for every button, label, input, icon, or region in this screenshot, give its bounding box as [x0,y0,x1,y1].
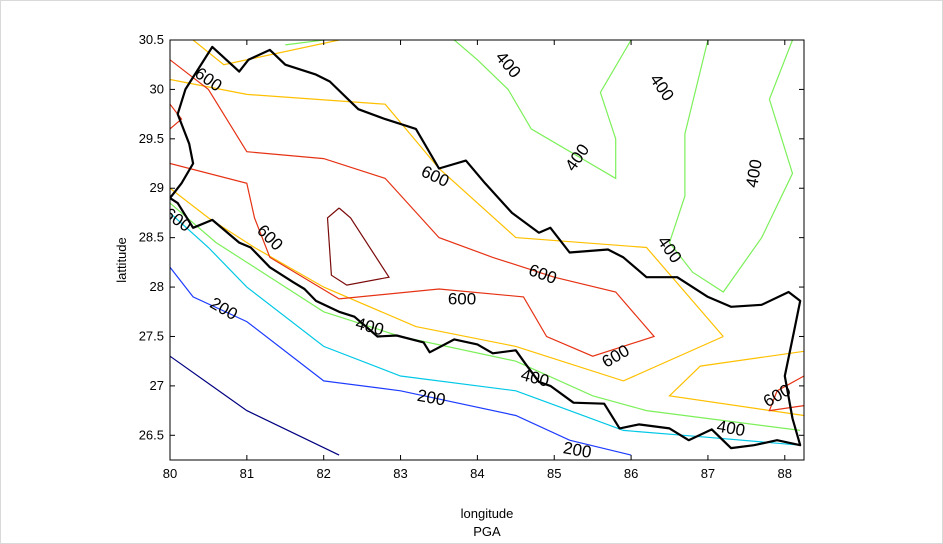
x-tick-label: 83 [393,466,407,481]
contour-label: 400 [561,141,593,175]
contour-line-600 [170,59,656,357]
y-tick-label: 29 [150,180,164,195]
contour-label: 600 [191,64,225,96]
y-tick-label: 26.5 [139,427,164,442]
contour-line-500 [170,78,724,337]
contour-label: 600 [760,380,794,411]
y-tick-label: 27 [150,378,164,393]
x-tick-label: 88 [778,466,792,481]
contour-label: 400 [742,158,766,189]
x-tick-label: 85 [547,466,561,481]
contour-line-400 [453,40,632,180]
country-border [170,45,802,450]
x-tick-label: 82 [316,466,330,481]
contour-label: 200 [562,438,593,462]
x-tick-label: 81 [240,466,254,481]
axis-ticks: 80 81 82 83 84 85 86 87 88 26.5 27 27.5 28 28.5 29 29.5… [139,32,804,481]
y-tick-label: 30 [150,81,164,96]
x-tick-label: 86 [624,466,638,481]
x-tick-label: 87 [701,466,715,481]
contour-line-100 [170,355,340,456]
contour-line-400 [170,202,801,431]
x-axis-label: longitude [461,506,514,521]
y-tick-label: 29.5 [139,131,164,146]
contour-label: 200 [207,293,241,324]
contour-line-500 [668,350,804,417]
contour-line-500 [170,187,724,382]
plot-area-border [169,39,805,461]
contour-line-200 [170,266,632,456]
x-tick-label: 84 [470,466,484,481]
contour-line-600 [170,103,183,130]
contour-label: 400 [519,365,551,391]
contour-label: 400 [715,417,746,441]
y-tick-label: 28 [150,279,164,294]
y-tick-label: 30.5 [139,32,164,47]
contour-label: 400 [492,48,525,82]
contour-label: 600 [448,289,476,308]
contour-line-300 [170,212,801,446]
contour-label: 200 [416,386,447,410]
y-axis-label: lattitude [114,237,129,283]
contour-label: 600 [526,260,559,288]
contour-label: 400 [354,314,386,340]
contour-line-600 [768,375,804,412]
figure-caption: PGA [473,524,501,539]
contour-line-400 [285,40,324,46]
y-tick-label: 27.5 [139,328,164,343]
x-tick-label: 80 [163,466,177,481]
y-tick-label: 28.5 [139,230,164,245]
contour-label: 400 [646,70,678,104]
contour-line-700 [326,207,390,286]
contour-line-400 [668,40,794,293]
contour-line-500 [192,40,340,66]
